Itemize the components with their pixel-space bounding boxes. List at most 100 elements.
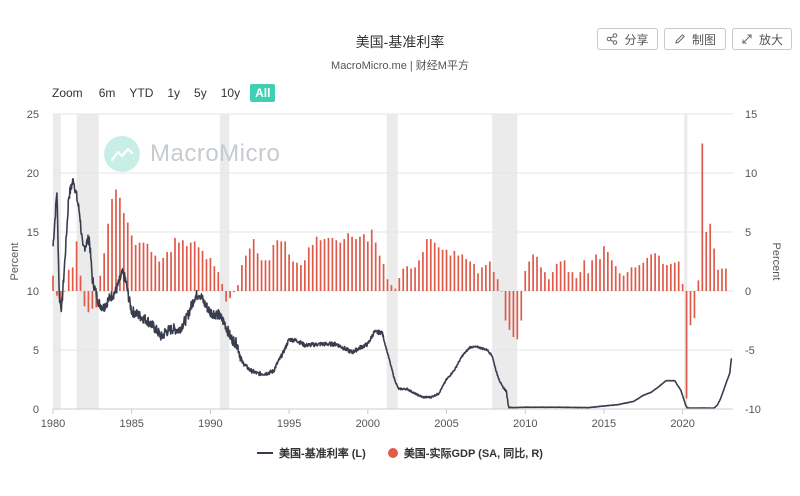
range-1y-button[interactable]: 1y	[167, 86, 181, 100]
gdp-bar	[575, 278, 578, 291]
range-all-button[interactable]: All	[250, 84, 276, 102]
gdp-bar	[193, 241, 196, 291]
y-left-tick-label: 10	[27, 286, 39, 298]
gdp-bar	[666, 265, 668, 291]
gdp-bar	[481, 267, 483, 291]
gdp-bar	[315, 236, 318, 291]
gdp-bar	[713, 248, 715, 291]
gdp-bar	[79, 275, 82, 291]
gdp-bar	[71, 267, 74, 291]
gdp-bar	[67, 269, 70, 291]
gdp-bar	[536, 256, 538, 291]
gdp-bar	[630, 267, 633, 291]
gdp-bar	[256, 253, 259, 291]
gdp-bar	[280, 241, 283, 291]
y-left-tick-label: 0	[33, 404, 39, 416]
x-tick-label: 2020	[670, 418, 694, 430]
gdp-bar	[284, 241, 287, 291]
gdp-bar	[185, 246, 188, 291]
gdp-bar	[614, 266, 617, 291]
gdp-bar	[225, 291, 227, 302]
gdp-bar	[339, 242, 342, 291]
gdp-bar	[347, 233, 349, 291]
range-6m-button[interactable]: 6m	[98, 86, 116, 100]
gdp-bar	[363, 234, 365, 291]
x-tick-label: 2000	[356, 418, 380, 430]
gdp-bar	[571, 272, 574, 291]
gdp-bar	[488, 261, 491, 291]
gdp-bar	[189, 242, 192, 291]
gdp-bar	[75, 241, 78, 291]
gdp-bar	[516, 291, 519, 340]
gdp-bar	[213, 266, 216, 291]
gdp-bar	[563, 260, 566, 291]
gdp-bar	[351, 236, 353, 291]
y-right-tick-label: 0	[745, 286, 751, 298]
gdp-bar	[673, 262, 676, 291]
gdp-bar	[311, 244, 314, 291]
recession-band	[53, 114, 61, 409]
gdp-bar	[99, 275, 102, 291]
expand-button[interactable]: 放大	[732, 28, 792, 50]
y-left-tick-label: 20	[27, 168, 39, 180]
gdp-bar	[410, 268, 412, 291]
gdp-bar	[201, 250, 204, 291]
gdp-bar	[512, 291, 515, 338]
gdp-bar	[248, 248, 251, 291]
legend: 美国-基准利率 (L) 美国-实际GDP (SA, 同比, R)	[0, 445, 800, 461]
range-ytd-button[interactable]: YTD	[129, 86, 154, 100]
gdp-bar	[355, 239, 357, 291]
gdp-bar	[252, 239, 255, 291]
gdp-bar	[335, 240, 338, 291]
gdp-bar	[697, 280, 700, 291]
x-tick-label: 1980	[41, 418, 65, 430]
gdp-bar	[433, 242, 436, 291]
recession-band	[386, 114, 398, 409]
range-5y-button[interactable]: 5y	[194, 86, 207, 100]
gdp-bar	[60, 291, 62, 303]
gdp-bars	[52, 143, 727, 399]
gdp-bar	[138, 242, 141, 291]
gdp-bar	[445, 249, 448, 291]
legend-label-gdp: 美国-实际GDP (SA, 同比, R)	[403, 448, 543, 460]
draw-button[interactable]: 制图	[664, 28, 726, 50]
gdp-bar	[260, 260, 263, 291]
gdp-bar	[725, 268, 727, 291]
gdp-bar	[52, 275, 54, 291]
gdp-bar	[524, 270, 527, 291]
gdp-bar	[622, 275, 625, 291]
gdp-bar	[233, 291, 235, 293]
gdp-bar	[323, 239, 326, 291]
gdp-bar	[599, 259, 601, 291]
legend-item-rate[interactable]: 美国-基准利率 (L)	[257, 445, 366, 461]
legend-item-gdp[interactable]: 美国-实际GDP (SA, 同比, R)	[387, 445, 543, 461]
gdp-bar	[422, 252, 424, 291]
gdp-bar	[544, 272, 546, 291]
gdp-bar	[500, 291, 503, 292]
share-button[interactable]: 分享	[597, 28, 658, 50]
gdp-bar	[276, 240, 279, 291]
gdp-bar	[197, 247, 200, 291]
gdp-bar	[382, 263, 385, 291]
gdp-bar	[429, 239, 432, 291]
gdp-bar	[115, 189, 117, 291]
legend-line-marker	[257, 452, 274, 454]
gdp-bar	[170, 252, 172, 291]
gdp-bar	[406, 266, 409, 291]
gdp-bar	[166, 252, 168, 291]
gdp-bar	[701, 143, 704, 291]
gdp-bar	[685, 291, 688, 399]
chart-subtitle: MacroMicro.me | 财经M平方	[331, 60, 469, 72]
gdp-bar	[453, 250, 456, 291]
gdp-bar	[103, 253, 106, 291]
chart-title: 美国-基准利率	[355, 34, 445, 50]
gdp-bar	[126, 222, 129, 291]
recession-band	[684, 114, 688, 409]
gdp-bar	[689, 291, 692, 326]
range-10y-button[interactable]: 10y	[220, 86, 241, 100]
gdp-bar	[457, 255, 460, 291]
gdp-bar	[154, 255, 157, 291]
gdp-bar	[705, 232, 708, 291]
gdp-bar	[359, 236, 361, 291]
y-right-tick-label: -10	[745, 404, 761, 416]
